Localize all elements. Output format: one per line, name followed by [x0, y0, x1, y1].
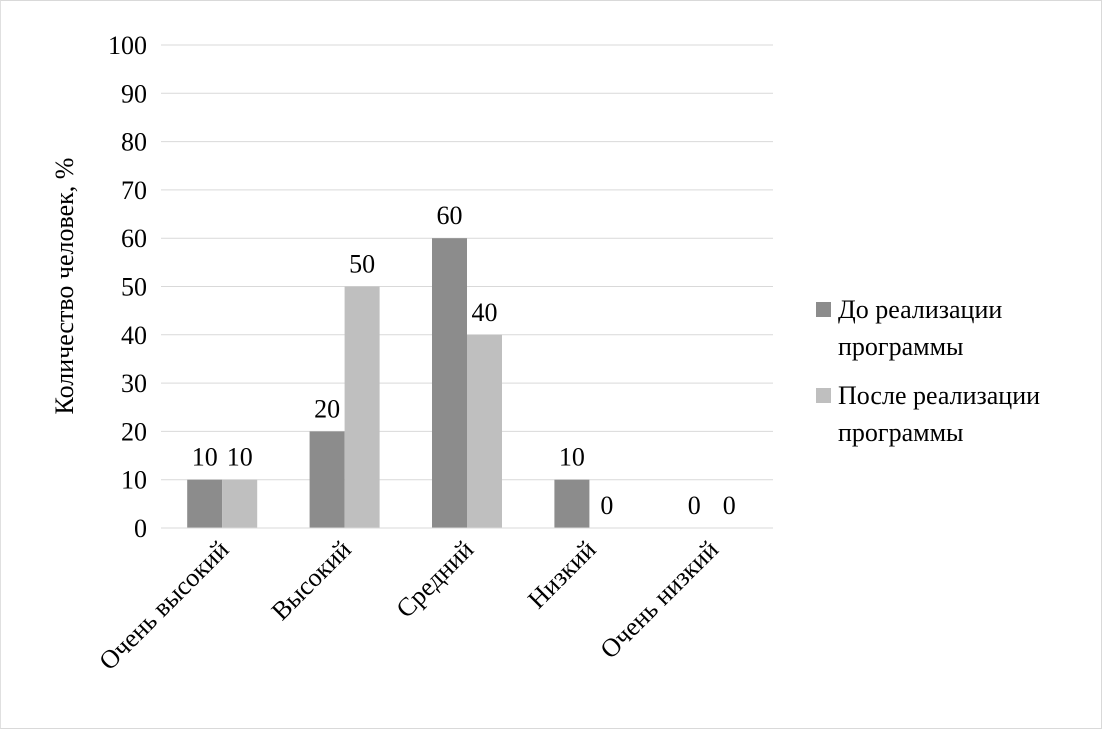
- bar-before: [309, 431, 345, 528]
- y-tick-label: 40: [121, 321, 147, 350]
- y-tick-label: 10: [121, 466, 147, 495]
- legend: До реализации программы После реализации пр…: [816, 295, 1040, 447]
- x-tick-label: Очень высокий: [93, 535, 234, 676]
- x-tick-label: Высокий: [266, 535, 357, 626]
- y-tick-label: 100: [108, 31, 147, 60]
- data-label: 10: [192, 443, 218, 472]
- bar-after: [344, 286, 380, 528]
- data-label: 0: [723, 491, 736, 520]
- bar-before: [187, 479, 223, 528]
- bar-after: [467, 334, 502, 528]
- y-tick-label: 0: [134, 514, 147, 543]
- x-tick-label: Низкий: [522, 535, 602, 615]
- y-axis-label: Количество человек, %: [50, 158, 79, 415]
- y-tick-label: 80: [121, 128, 147, 157]
- data-label: 0: [688, 491, 701, 520]
- y-tick-label: 70: [121, 176, 147, 205]
- legend-label: программы: [838, 332, 964, 361]
- x-tick-label: Очень низкий: [594, 535, 724, 665]
- x-tick-label: Средний: [390, 535, 479, 624]
- y-axis-ticks: 0 10 20 30 40 50 60 70 80 90 100: [108, 31, 147, 543]
- legend-label: программы: [838, 418, 964, 447]
- data-label: 0: [600, 491, 613, 520]
- data-label: 20: [314, 394, 340, 423]
- y-tick-label: 50: [121, 273, 147, 302]
- data-label: 60: [437, 201, 463, 230]
- data-label: 40: [472, 298, 498, 327]
- bar-after: [222, 479, 258, 528]
- legend-label: После реализации: [838, 381, 1040, 410]
- legend-swatch: [816, 388, 831, 403]
- bars: [187, 238, 590, 528]
- bar-before: [432, 238, 467, 528]
- y-tick-label: 90: [121, 79, 147, 108]
- y-tick-label: 30: [121, 369, 147, 398]
- data-label: 50: [349, 250, 375, 279]
- data-label: 10: [227, 443, 253, 472]
- bar-before: [554, 479, 590, 528]
- y-tick-label: 20: [121, 417, 147, 446]
- legend-label: До реализации: [838, 295, 1002, 324]
- y-tick-label: 60: [121, 224, 147, 253]
- data-label: 10: [559, 443, 585, 472]
- legend-swatch: [816, 302, 831, 317]
